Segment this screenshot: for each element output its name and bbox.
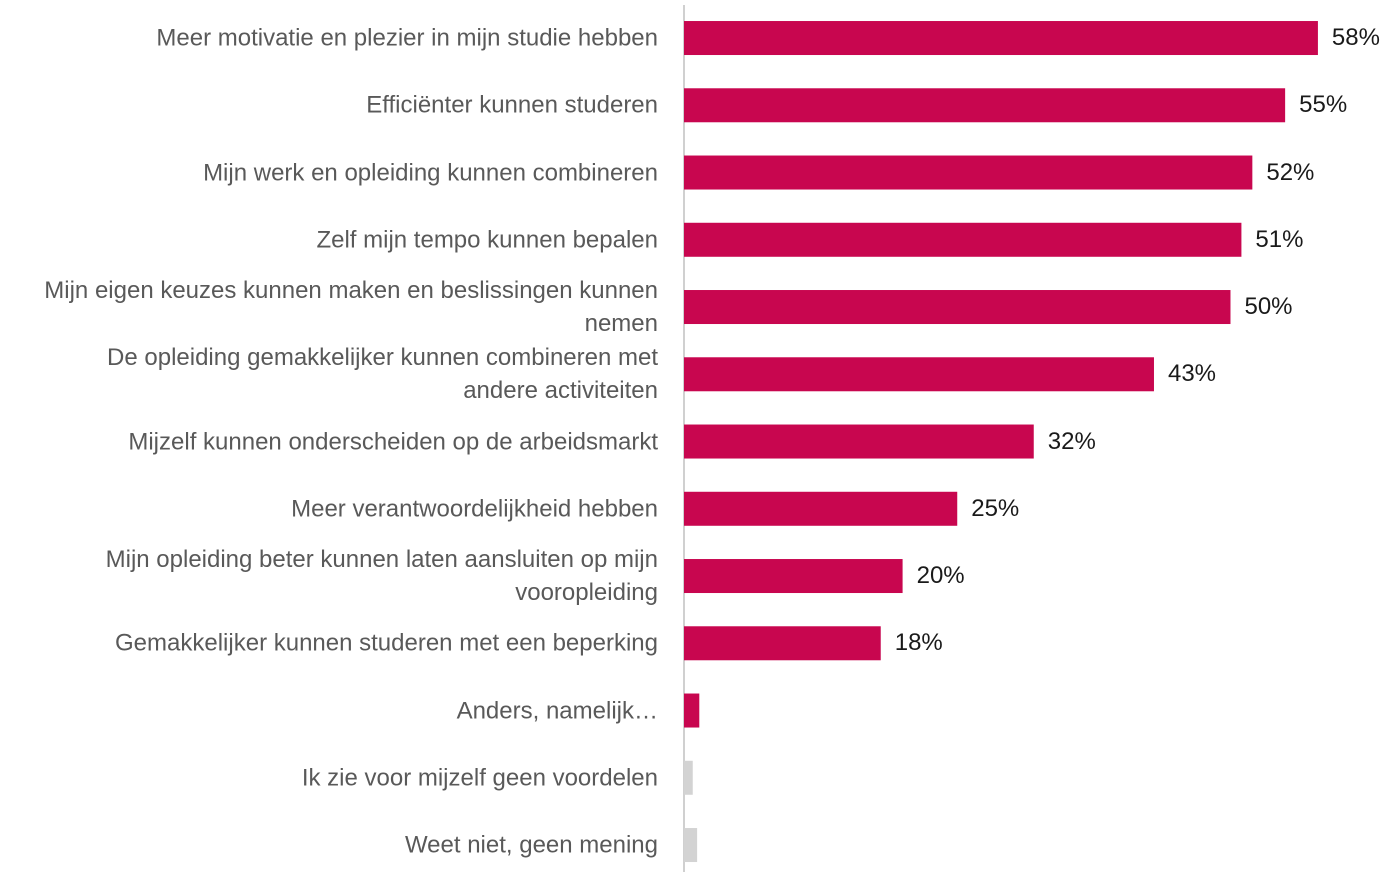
bar <box>684 693 700 728</box>
category-label: Efficiënter kunnen studeren <box>366 91 658 119</box>
bar <box>684 559 903 594</box>
category-label: Mijn werk en opleiding kunnen combineren <box>203 159 658 187</box>
category-label: Weet niet, geen mening <box>404 831 658 859</box>
category-label: Mijn opleiding beter kunnen laten aanslu… <box>105 546 658 607</box>
bar <box>684 424 1034 459</box>
value-label: 52% <box>1266 158 1315 186</box>
category-label: Mijzelf kunnen onderscheiden op de arbei… <box>128 428 658 456</box>
bar <box>684 626 881 661</box>
category-label: Meer verantwoordelijkheid hebben <box>291 495 658 523</box>
bar <box>684 491 958 526</box>
category-label: Gemakkelijker kunnen studeren met een be… <box>115 629 658 657</box>
bar <box>684 290 1231 325</box>
category-label: Mijn eigen keuzes kunnen maken en beslis… <box>44 277 658 338</box>
category-label: Zelf mijn tempo kunnen bepalen <box>316 226 658 254</box>
category-label: Ik zie voor mijzelf geen voordelen <box>301 764 658 792</box>
value-label: 55% <box>1299 91 1348 119</box>
bar <box>684 88 1286 123</box>
bar <box>684 760 693 795</box>
bar <box>684 357 1154 392</box>
value-label: 18% <box>894 629 943 657</box>
value-label: 25% <box>971 494 1020 522</box>
value-label: 20% <box>916 562 965 590</box>
bar <box>684 21 1318 56</box>
value-label: 51% <box>1255 225 1304 253</box>
category-label: Meer motivatie en plezier in mijn studie… <box>156 24 658 52</box>
value-label: 58% <box>1331 24 1380 52</box>
value-label: 50% <box>1244 293 1293 321</box>
value-label: 43% <box>1167 360 1217 388</box>
value-label: 32% <box>1047 427 1096 455</box>
category-label: Anders, namelijk… <box>456 697 658 725</box>
bar <box>684 828 698 863</box>
category-label: De opleiding gemakkelijker kunnen combin… <box>107 344 658 405</box>
bar <box>684 222 1242 257</box>
bar <box>684 155 1253 190</box>
